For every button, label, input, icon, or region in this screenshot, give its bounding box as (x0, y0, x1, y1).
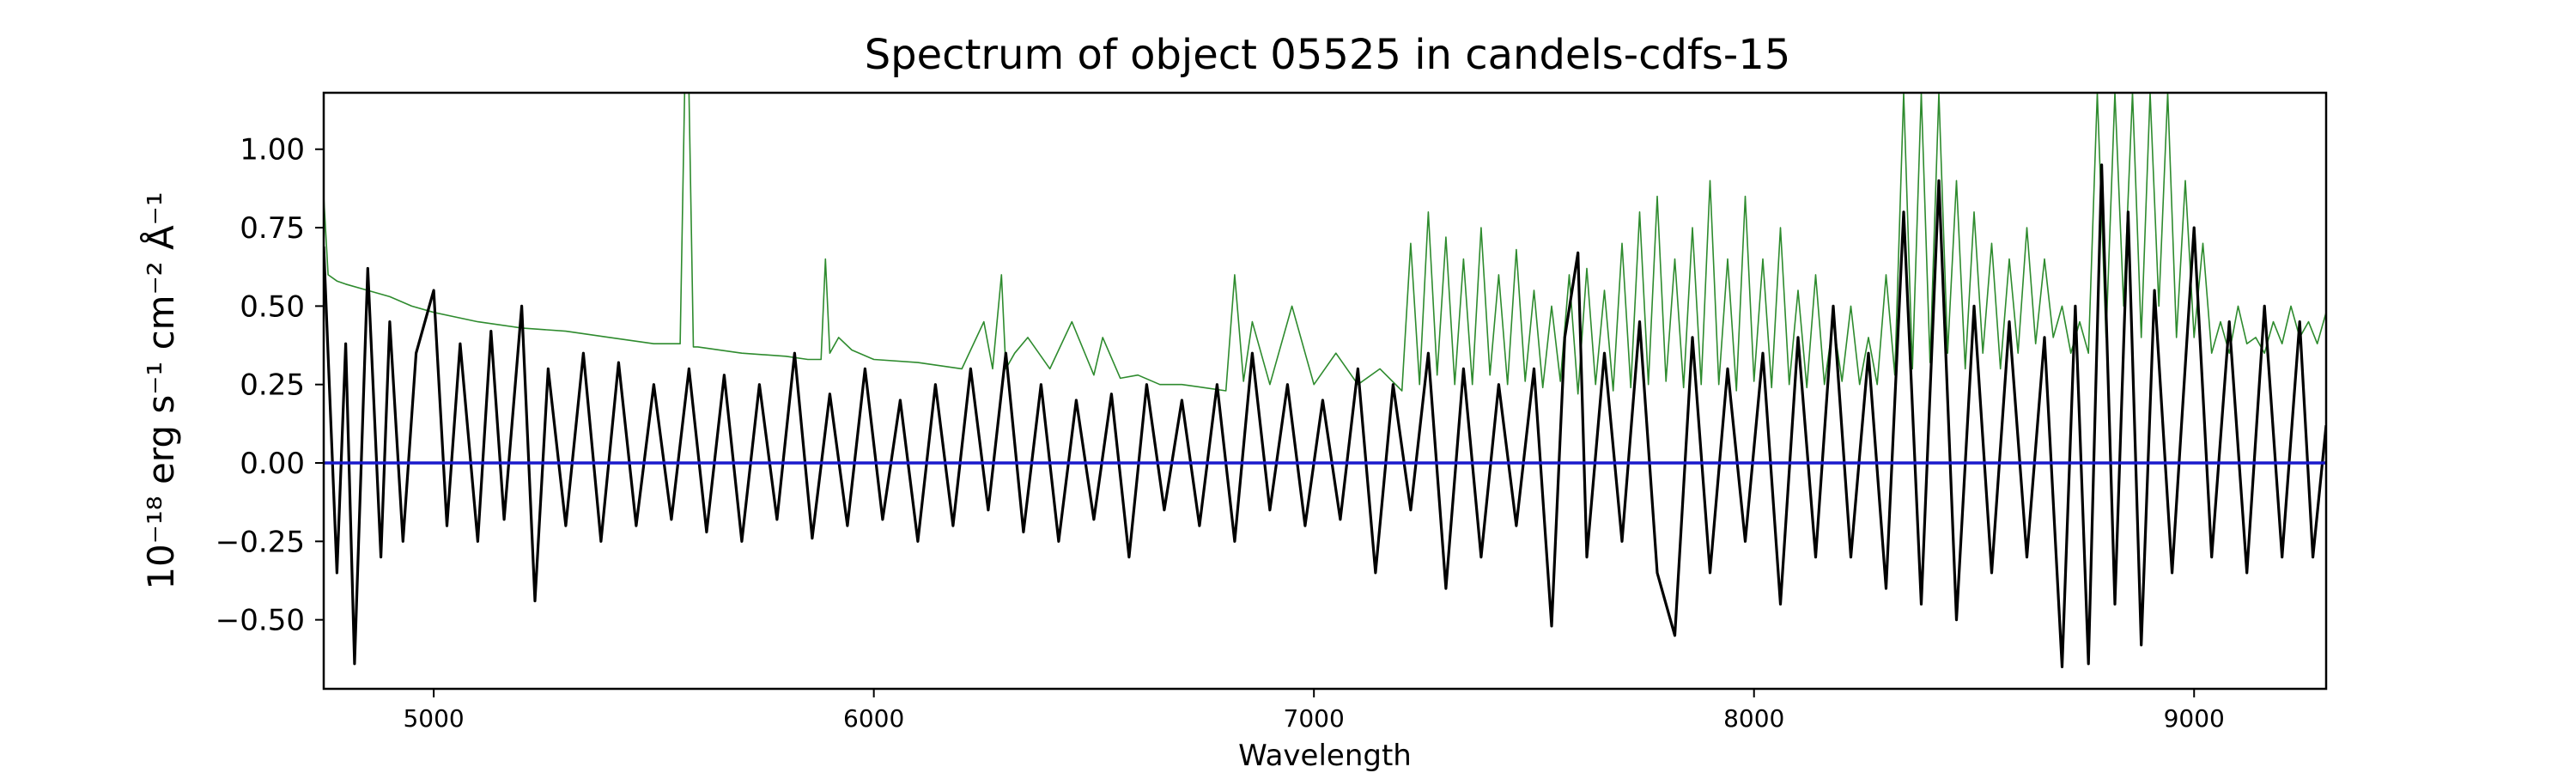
y-tick-label: −0.25 (216, 525, 305, 559)
x-tick-label: 8000 (1723, 704, 1784, 733)
y-tick-label: 0.00 (240, 447, 305, 481)
model-series-line (324, 93, 2326, 395)
x-axis-label: Wavelength (1238, 739, 1412, 773)
y-tick-label: −0.50 (216, 604, 305, 638)
y-tick-label: 1.00 (240, 133, 305, 167)
x-tick-label: 9000 (2164, 704, 2225, 733)
x-axis: 5000 6000 7000 8000 9000 (403, 689, 2225, 733)
chart-title: Spectrum of object 05525 in candels-cdfs… (865, 31, 1791, 79)
plot-frame (322, 91, 2328, 691)
y-tick-label: 0.75 (240, 211, 305, 246)
x-tick-label: 7000 (1284, 704, 1345, 733)
plot-area (324, 93, 2326, 669)
y-tick-label: 0.50 (240, 289, 305, 324)
y-axis: −0.50 −0.25 0.00 0.25 0.50 0.75 1.00 (216, 133, 324, 638)
y-tick-label: 0.25 (240, 368, 305, 403)
x-tick-label: 5000 (403, 704, 464, 733)
x-tick-label: 6000 (843, 704, 904, 733)
y-axis-label: 10⁻¹⁸ erg s⁻¹ cm⁻² Å⁻¹ (139, 192, 182, 589)
